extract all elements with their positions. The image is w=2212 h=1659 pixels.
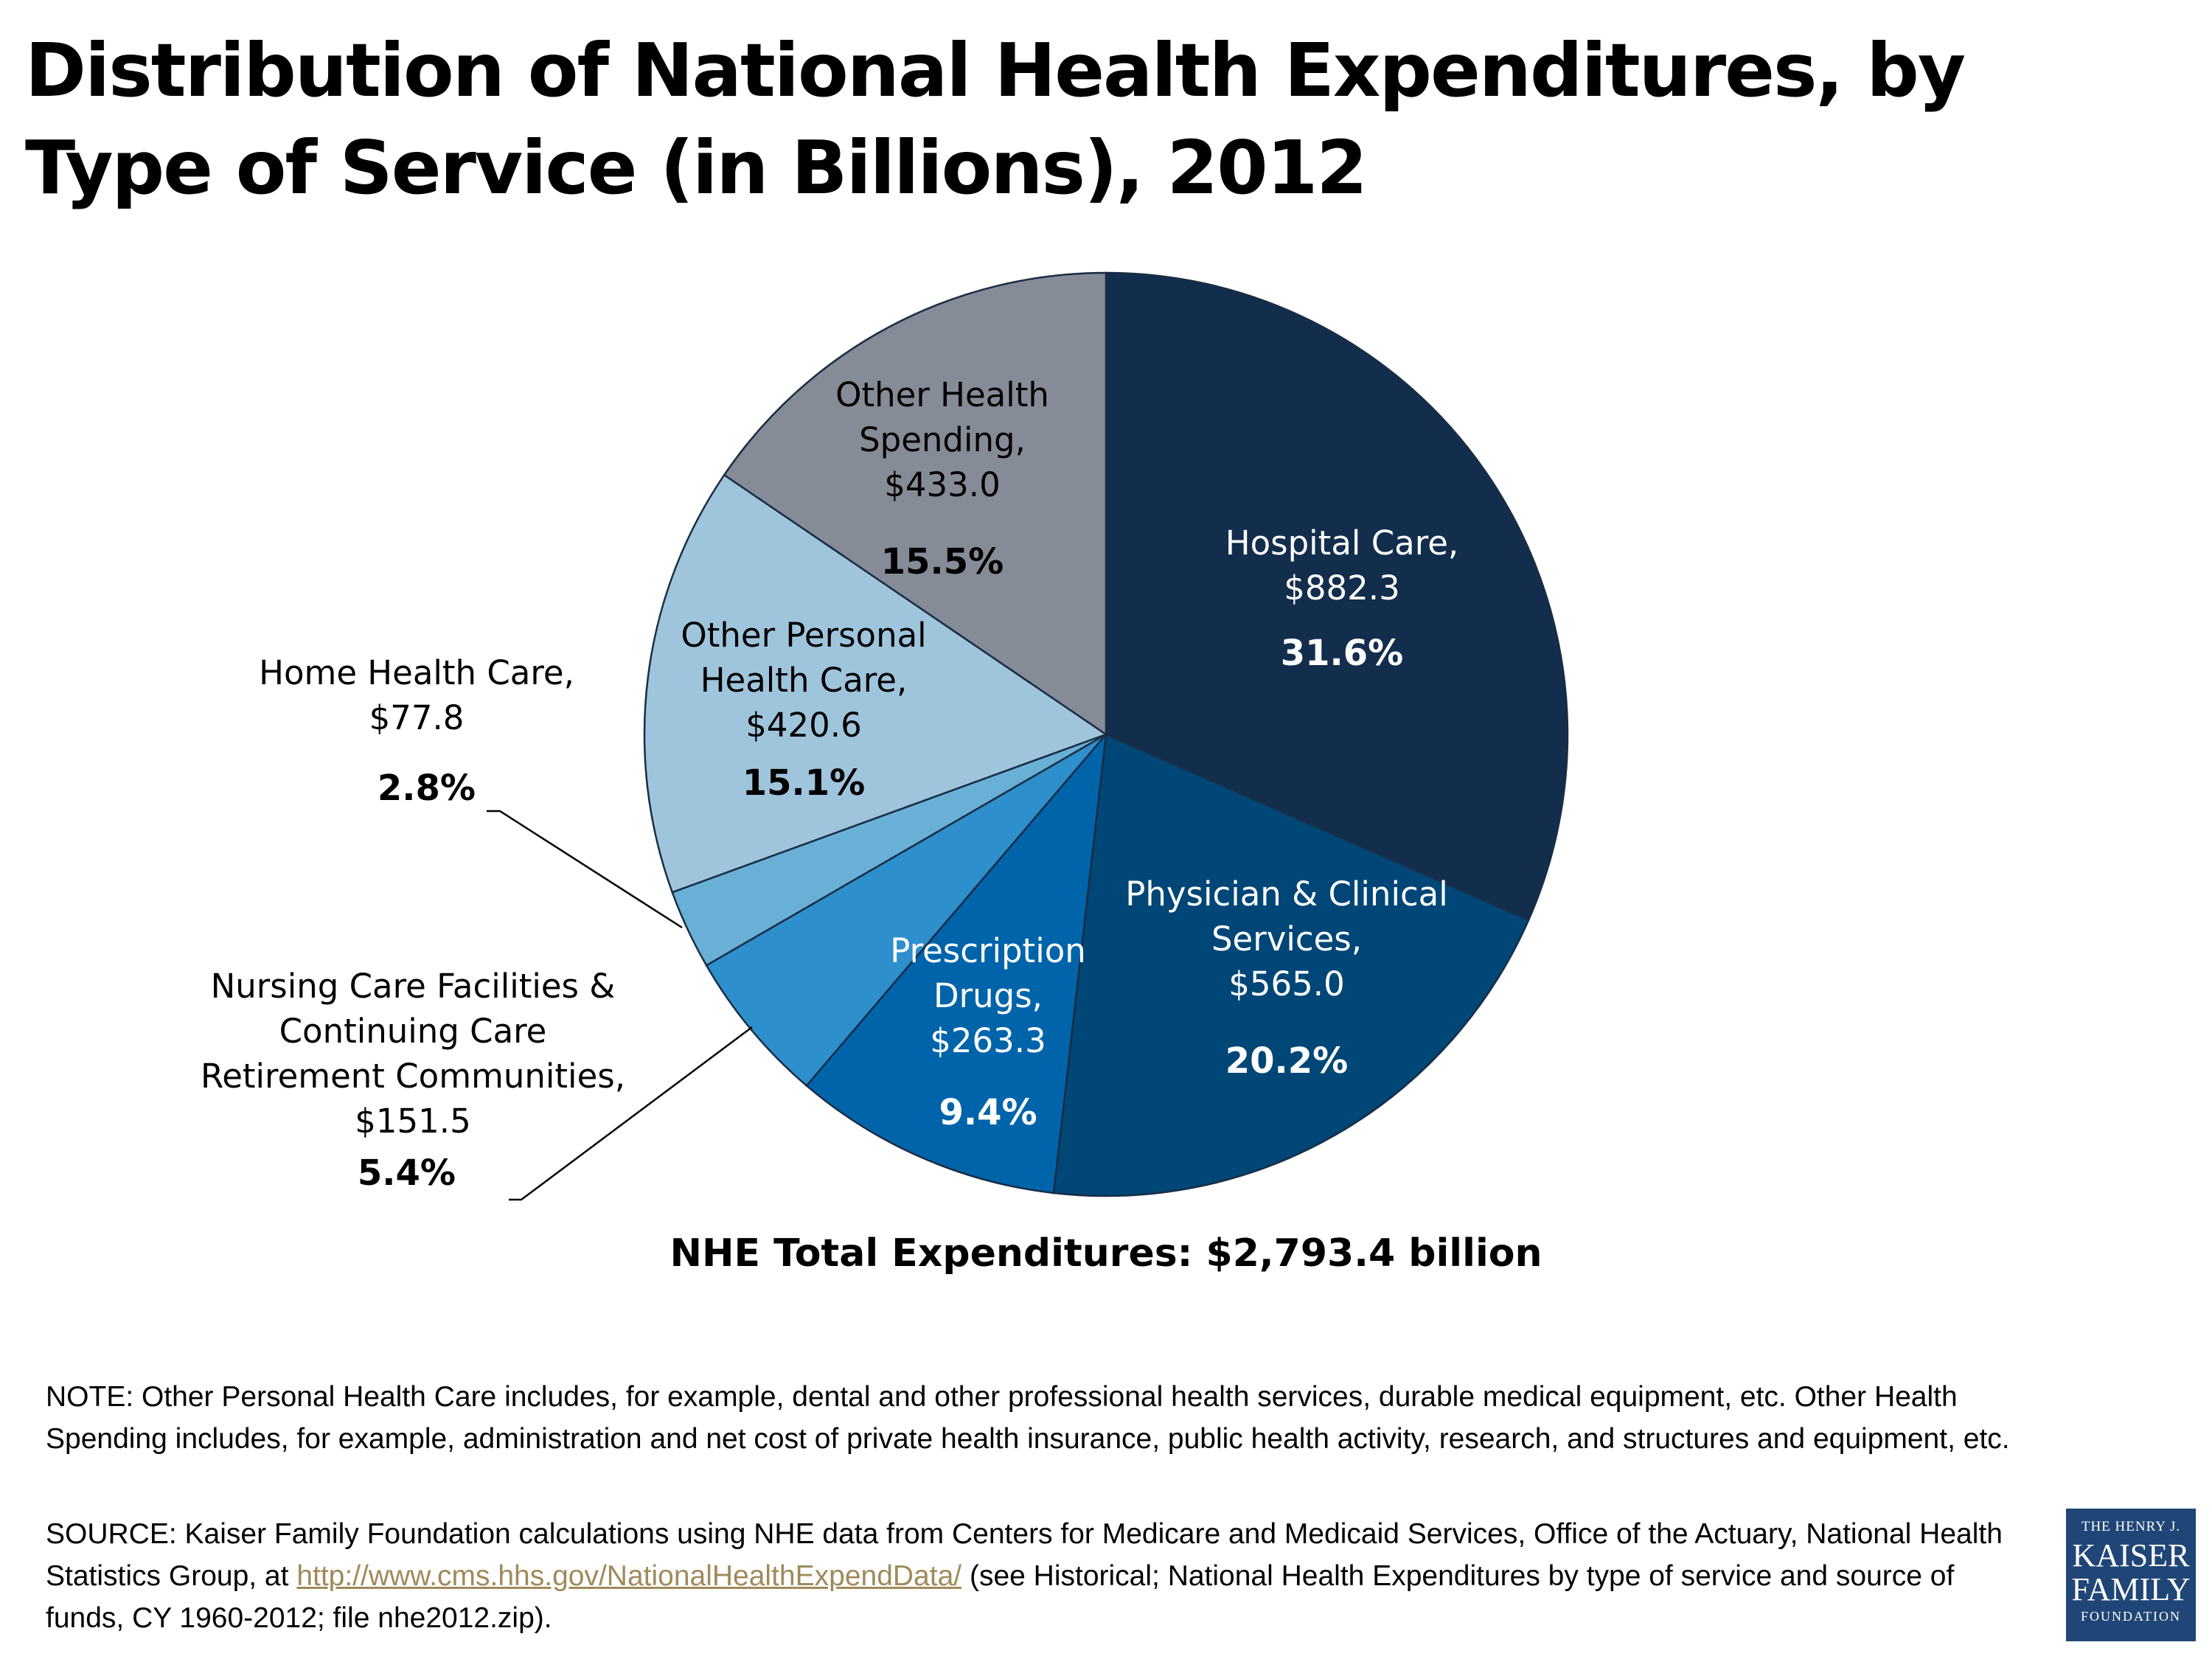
slice-label-line: Home Health Care, — [259, 653, 574, 692]
slice-label-line: Retirement Communities, — [201, 1057, 625, 1096]
pie-slice-physician-clinical-services — [1052, 733, 1530, 1197]
logo-line-1: THE HENRY J. — [2081, 1519, 2181, 1534]
total-expenditures-label: NHE Total Expenditures: $2,793.4 billion — [669, 1231, 1543, 1276]
slice-label-line: $420.6 — [745, 706, 861, 745]
pie-slice-hospital-care — [1105, 271, 1569, 922]
source-text: SOURCE: Kaiser Family Foundation calcula… — [46, 1513, 2029, 1639]
slice-percent-other-health-spending: 15.5% — [881, 541, 1004, 582]
slice-label-physician-clinical-services: Physician & Clinical Services, $565.0 — [1125, 874, 1448, 1004]
slice-label-other-personal-health-care: Other Personal Health Care, $420.6 — [681, 616, 926, 745]
pie-slice-other-personal-health-care — [643, 473, 1108, 894]
slice-label-line: Spending, — [859, 420, 1026, 459]
slice-label-nursing-care-facilities-continuing-care-retirement-communities: Nursing Care Facilities & Continuing Care… — [201, 967, 625, 1141]
slice-percent-home-health-care: 2.8% — [378, 768, 476, 809]
slice-label-home-health-care: Home Health Care, $77.8 — [259, 653, 574, 737]
pie-slice-prescription-drugs — [805, 731, 1107, 1194]
slice-percent-other-personal-health-care: 15.1% — [742, 762, 866, 804]
slice-label-line: Health Care, — [700, 661, 908, 700]
slice-label-other-health-spending: Other Health Spending, $433.0 — [835, 375, 1049, 504]
slice-label-line: $565.0 — [1228, 964, 1344, 1004]
slice-label-line: $263.3 — [930, 1021, 1046, 1060]
slice-label-line: $882.3 — [1284, 568, 1399, 608]
slice-label-line: Continuing Care — [279, 1012, 547, 1051]
slice-label-line: Drugs, — [933, 976, 1043, 1015]
pie-slice-nursing-care-facilities-continuing-care-retirement-communities — [705, 733, 1107, 1088]
source-prefix: SOURCE: Kaiser Family Foundation calcula… — [46, 1518, 2003, 1592]
slice-label-line: $77.8 — [369, 698, 465, 737]
slice-label-line: Nursing Care Facilities & — [211, 967, 616, 1006]
note-text: NOTE: Other Personal Health Care include… — [46, 1381, 2010, 1455]
source-suffix: (see Historical; National Health Expendi… — [46, 1560, 1955, 1634]
leader-line-nursing-care-facilities-continuing-care-retirement-communities — [509, 1026, 753, 1201]
kff-logo: THE HENRY J. KAISER FAMILY FOUNDATION — [2066, 1509, 2196, 1641]
logo-line-4: FOUNDATION — [2081, 1609, 2181, 1624]
slice-label-line: Hospital Care, — [1225, 524, 1458, 563]
slice-percent-physician-clinical-services: 20.2% — [1225, 1040, 1349, 1082]
slice-label-prescription-drugs: Prescription Drugs, $263.3 — [890, 931, 1086, 1060]
pie-slice-other-health-spending — [723, 271, 1107, 737]
slice-percent-nursing-care-facilities-continuing-care-retirement-communities: 5.4% — [358, 1152, 456, 1194]
slice-label-line: Other Health — [835, 375, 1049, 414]
slice-label-line: Other Personal — [681, 616, 926, 655]
slice-label-line: $151.5 — [355, 1102, 470, 1141]
slice-percent-hospital-care: 31.6% — [1281, 633, 1404, 674]
chart-title: Distribution of National Health Expendit… — [25, 27, 1966, 211]
slice-label-line: $433.0 — [884, 465, 1000, 504]
slice-label-line: Physician & Clinical — [1125, 874, 1448, 914]
logo-line-2: KAISER — [2072, 1537, 2190, 1573]
leader-line-home-health-care — [487, 810, 683, 929]
slice-label-line: Services, — [1211, 919, 1362, 959]
logo-line-3: FAMILY — [2071, 1571, 2191, 1607]
slice-label-hospital-care: Hospital Care, $882.3 — [1225, 524, 1458, 608]
source-link[interactable]: http://www.cms.hhs.gov/NationalHealthExp… — [296, 1560, 962, 1592]
slice-percent-prescription-drugs: 9.4% — [939, 1092, 1037, 1133]
slice-label-line: Prescription — [890, 931, 1086, 970]
